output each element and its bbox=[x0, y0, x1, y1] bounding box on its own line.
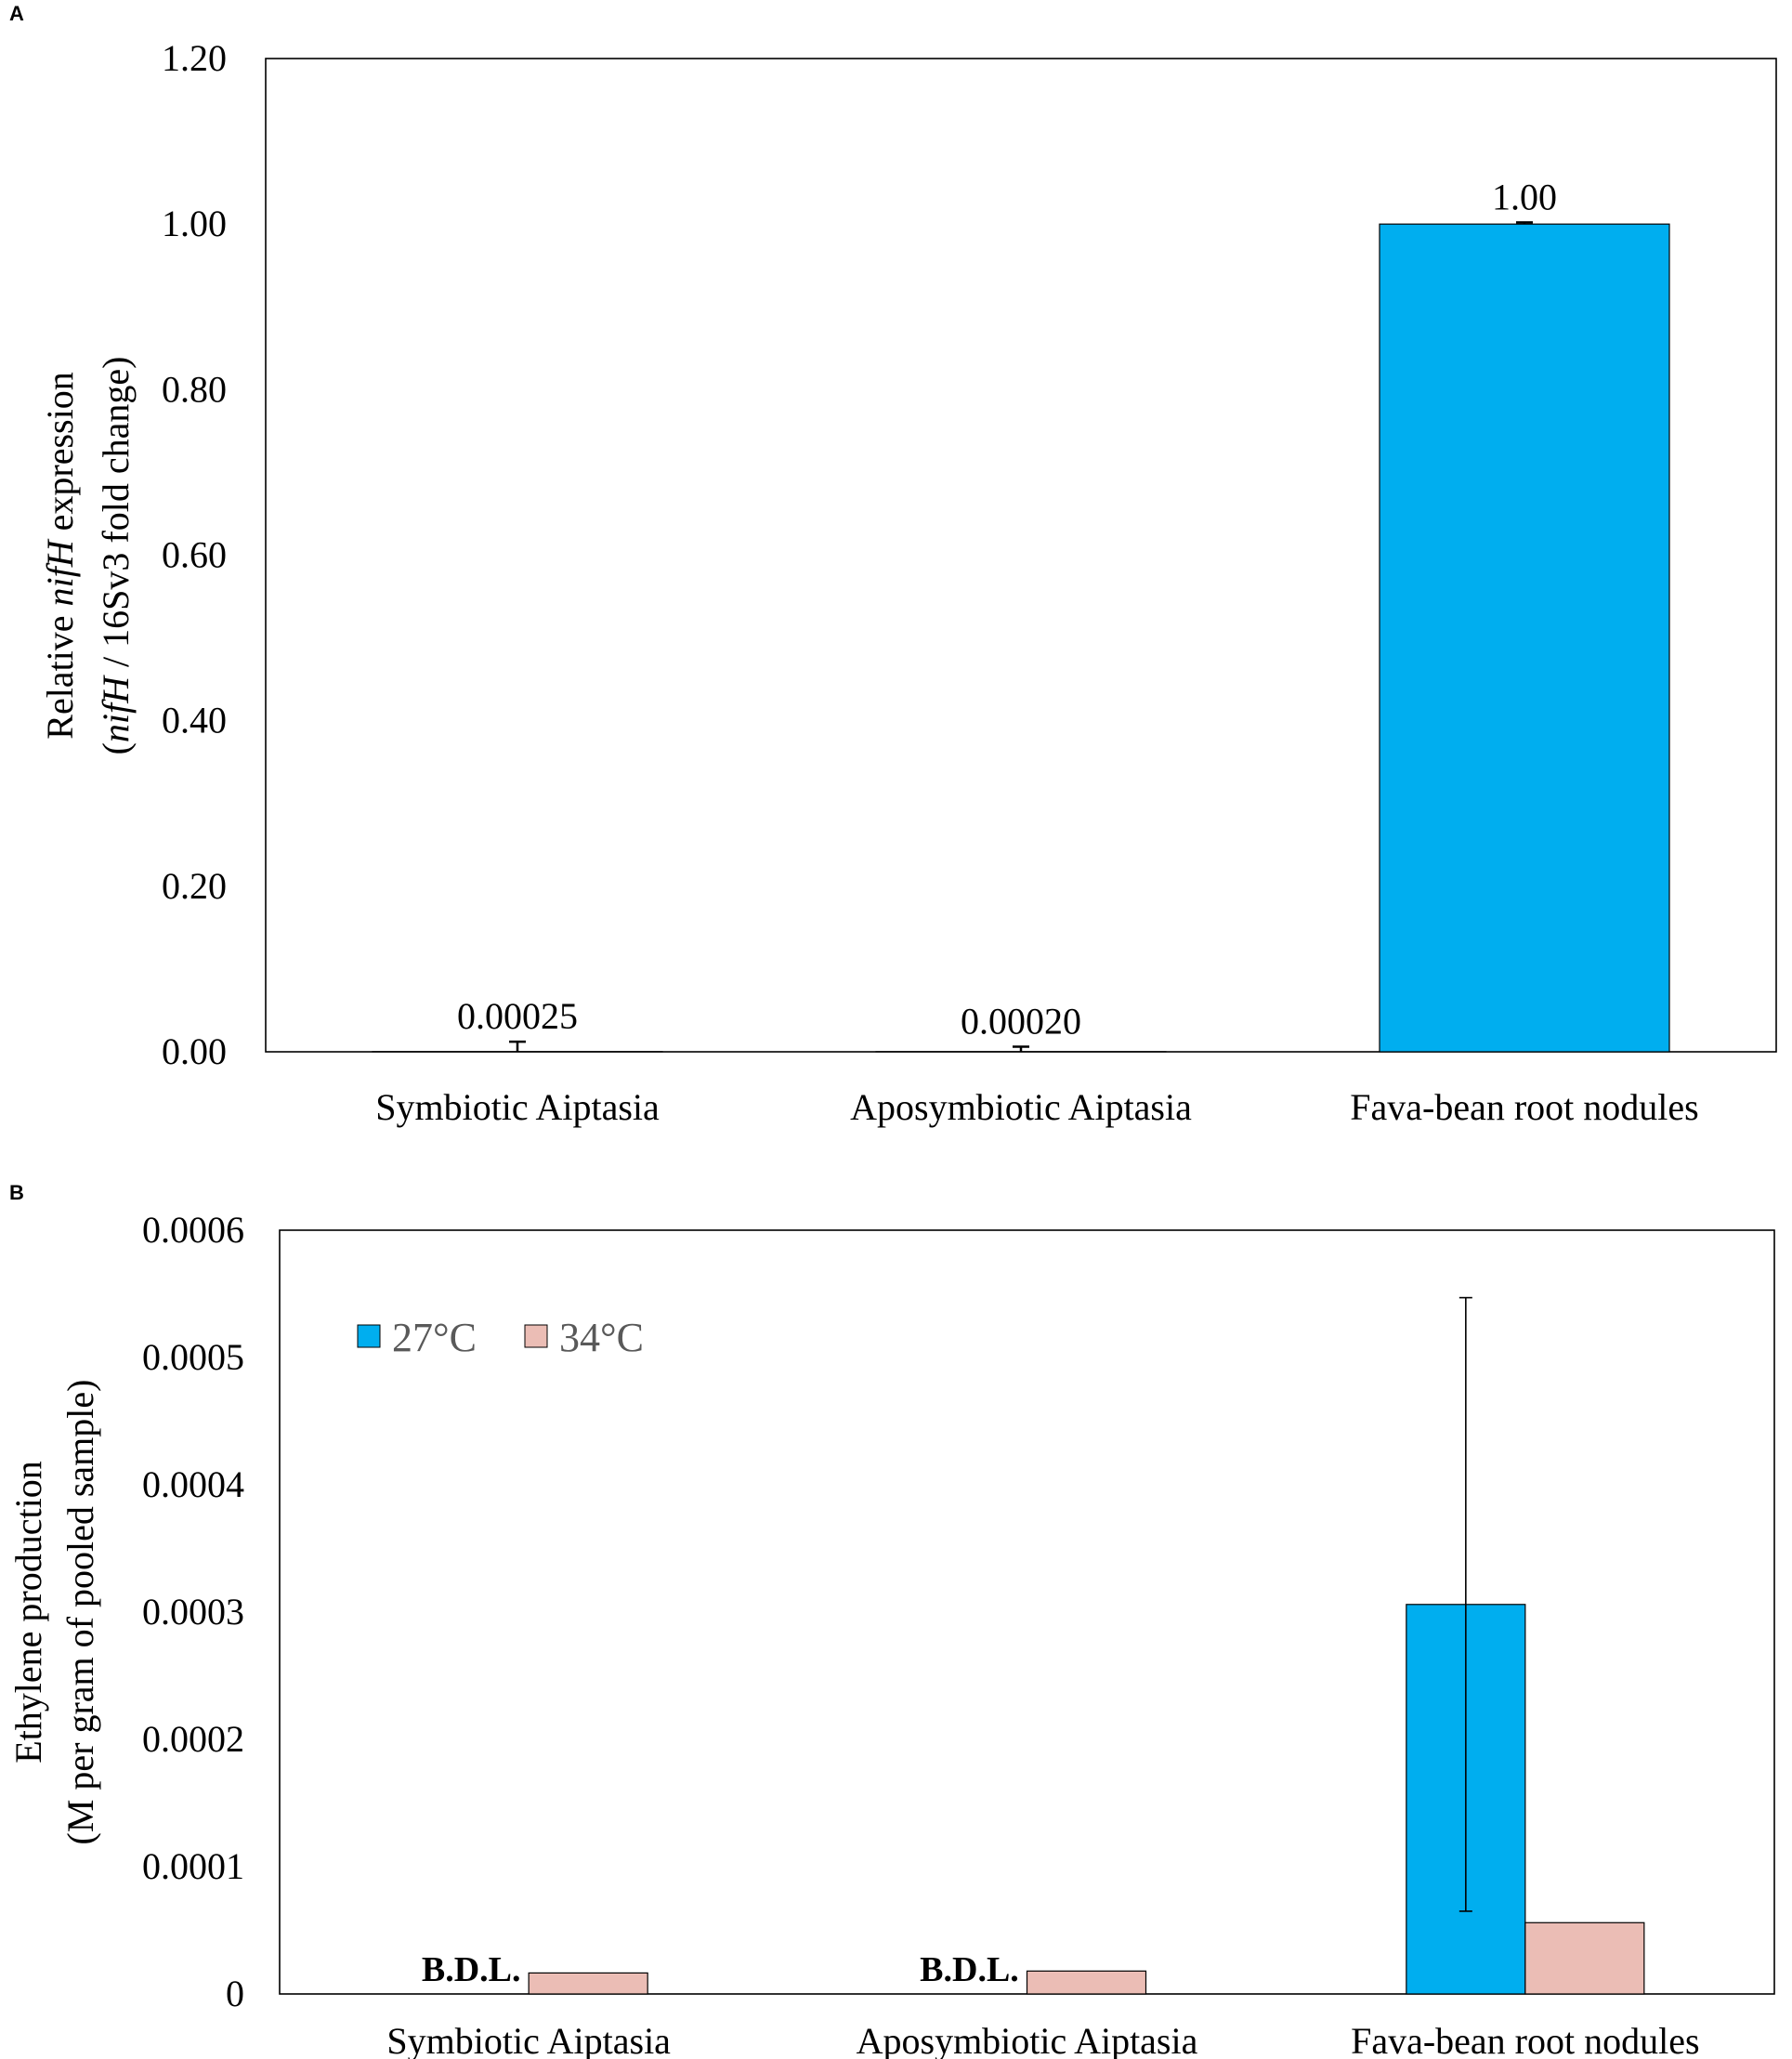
bar bbox=[1026, 1970, 1147, 1995]
panel-a: A 0.00 0.20 0.40 0.60 0.80 1.00 1.20 0.00025 Sym… bbox=[9, 2, 1777, 1128]
data-label: 1.00 bbox=[1492, 176, 1557, 217]
bar bbox=[1379, 223, 1670, 1053]
x-tick-label: Aposymbiotic Aiptasia bbox=[850, 1086, 1192, 1128]
y-axis-title-line1: Relative nifH expression bbox=[39, 372, 81, 739]
y-tick-label: 0.40 bbox=[162, 700, 227, 741]
panel-b: B 0 0.0001 0.0002 0.0003 0.0004 0.0005 0.0006 B… bbox=[7, 1181, 1775, 2059]
y-tick-label: 0.0005 bbox=[142, 1336, 244, 1378]
bdl-annotation: B.D.L. bbox=[920, 1950, 1019, 1989]
y-axis-title-line2: (M per gram of pooled sample) bbox=[59, 1380, 101, 1845]
y-axis-title-line2: (nifH / 16Sv3 fold change) bbox=[95, 357, 137, 755]
plot-area bbox=[279, 1229, 1775, 1995]
y-axis-title-line1: Ethylene production bbox=[7, 1461, 49, 1763]
legend-swatch bbox=[357, 1324, 381, 1348]
y-tick-label: 1.20 bbox=[162, 37, 227, 79]
data-label: 0.00020 bbox=[961, 1000, 1081, 1042]
bar bbox=[528, 1972, 648, 1995]
y-tick-label: 0.0001 bbox=[142, 1845, 244, 1887]
y-tick-label: 1.00 bbox=[162, 203, 227, 244]
x-tick-label: Aposymbiotic Aiptasia bbox=[857, 2020, 1198, 2059]
y-tick-label: 0.0006 bbox=[142, 1209, 244, 1251]
y-tick-label: 0.60 bbox=[162, 534, 227, 576]
y-tick-label: 0.80 bbox=[162, 368, 227, 410]
x-tick-label: Symbiotic Aiptasia bbox=[375, 1086, 660, 1128]
x-tick-label: Fava-bean root nodules bbox=[1351, 2020, 1699, 2059]
legend-label: 27°C bbox=[392, 1315, 477, 1360]
legend-swatch bbox=[524, 1324, 548, 1348]
panel-b-label: B bbox=[9, 1181, 24, 1204]
y-tick-label: 0.0003 bbox=[142, 1591, 244, 1633]
data-label: 0.00025 bbox=[457, 995, 578, 1037]
bar bbox=[1524, 1921, 1645, 1995]
y-tick-label: 0.00 bbox=[162, 1030, 227, 1072]
y-tick-label: 0.0004 bbox=[142, 1463, 244, 1505]
y-tick-label: 0.20 bbox=[162, 865, 227, 907]
y-tick-label: 0 bbox=[226, 1973, 244, 2014]
y-tick-label: 0.0002 bbox=[142, 1718, 244, 1760]
bdl-annotation: B.D.L. bbox=[422, 1950, 521, 1989]
panel-a-label: A bbox=[9, 2, 24, 25]
x-tick-label: Symbiotic Aiptasia bbox=[386, 2020, 671, 2059]
x-tick-label: Fava-bean root nodules bbox=[1350, 1086, 1698, 1128]
legend-label: 34°C bbox=[559, 1315, 644, 1360]
